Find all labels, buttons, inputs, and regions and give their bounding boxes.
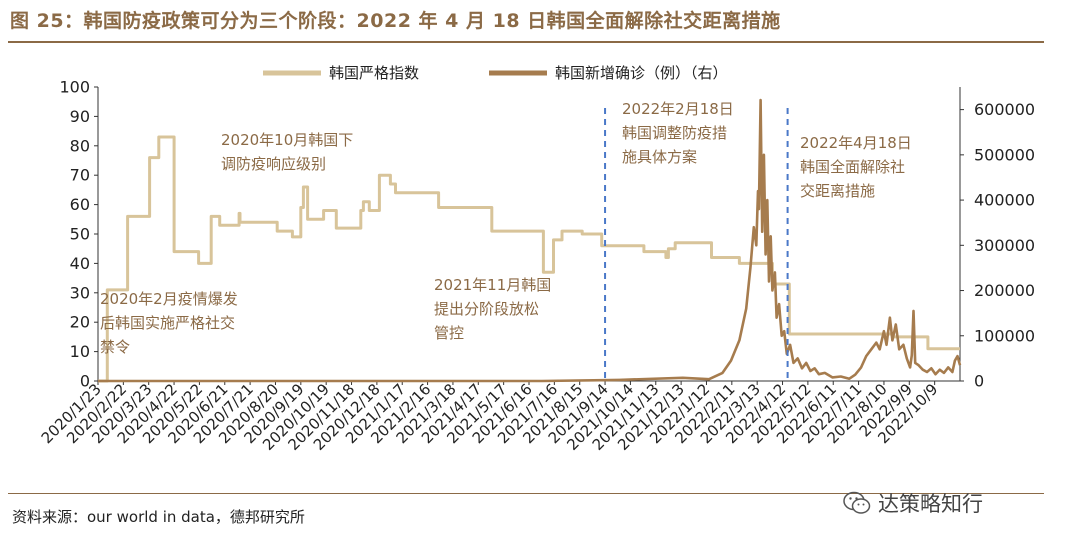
left-y-tick-label: 100 xyxy=(59,78,90,97)
series-line-1 xyxy=(98,135,960,383)
left-y-tick-label: 10 xyxy=(70,342,90,361)
annotation-line: 韩国全面解除社 xyxy=(800,158,905,176)
legend-label-2: 韩国新增确诊（例）（右） xyxy=(555,64,728,82)
series-lines xyxy=(98,98,962,383)
watermark-text: 达策略知行 xyxy=(878,492,983,516)
annotation-line: 2022年2月18日 xyxy=(622,100,734,118)
left-y-tick-label: 50 xyxy=(70,225,90,244)
series-line-2 xyxy=(98,98,962,383)
bottom-rule xyxy=(8,493,1044,494)
left-y-tick-label: 30 xyxy=(70,283,90,302)
annotation-line: 2020年10月韩国下 xyxy=(221,131,353,149)
right-y-tick-label: 600000 xyxy=(974,100,1035,119)
wechat-icon xyxy=(843,491,871,514)
left-y-tick-label: 0 xyxy=(80,372,90,391)
marker-lines xyxy=(604,108,789,381)
left-y-tick-label: 90 xyxy=(70,107,90,126)
right-y-tick-label: 300000 xyxy=(974,236,1035,255)
annotation-line: 2020年2月疫情爆发 xyxy=(100,290,238,308)
annotation-2: 2020年10月韩国下调防疫响应级别 xyxy=(221,131,353,173)
annotation-line: 管控 xyxy=(434,324,464,342)
wechat-watermark: 达策略知行 xyxy=(842,488,983,518)
right-y-tick-label: 400000 xyxy=(974,191,1035,210)
annotation-line: 2022年4月18日 xyxy=(800,134,912,152)
left-y-tick-label: 20 xyxy=(70,313,90,332)
annotation-line: 调防疫响应级别 xyxy=(221,155,326,173)
legend-label-1: 韩国严格指数 xyxy=(329,64,419,82)
right-y-tick-label: 100000 xyxy=(974,326,1035,345)
annotation-5: 2022年4月18日韩国全面解除社交距离措施 xyxy=(800,134,912,200)
legend: 韩国严格指数 韩国新增确诊（例）（右） xyxy=(263,64,728,82)
right-y-tick-label: 200000 xyxy=(974,281,1035,300)
annotation-4: 2022年2月18日韩国调整防疫措施具体方案 xyxy=(622,100,734,166)
right-y-tick-label: 0 xyxy=(974,372,984,391)
source-note: 资料来源：our world in data，德邦研究所 xyxy=(12,508,305,526)
annotation-line: 后韩国实施严格社交 xyxy=(100,314,235,332)
annotation-line: 2021年11月韩国 xyxy=(434,276,551,294)
right-y-axis-labels: 0 100000 200000 300000 400000 500000 600000 xyxy=(960,100,1035,391)
annotation-line: 施具体方案 xyxy=(622,148,697,166)
annotation-line: 提出分阶段放松 xyxy=(434,300,539,318)
annotation-line: 韩国调整防疫措 xyxy=(622,124,727,142)
left-y-axis-labels: 0 10 20 30 40 50 60 70 80 90 100 xyxy=(59,78,98,391)
left-y-tick-label: 60 xyxy=(70,195,90,214)
left-y-tick-label: 40 xyxy=(70,254,90,273)
annotations: 2020年2月疫情爆发后韩国实施严格社交禁令 2020年10月韩国下调防疫响应级别… xyxy=(100,100,912,356)
right-y-tick-label: 500000 xyxy=(974,145,1035,164)
figure-title: 图 25：韩国防疫政策可分为三个阶段：2022 年 4 月 18 日韩国全面解除… xyxy=(10,10,781,32)
x-axis-labels: 2020/1/232020/2/222020/3/232020/4/222020… xyxy=(38,380,942,454)
left-y-tick-label: 70 xyxy=(70,166,90,185)
annotation-line: 交距离措施 xyxy=(800,182,875,200)
left-y-tick-label: 80 xyxy=(70,136,90,155)
annotation-3: 2021年11月韩国提出分阶段放松管控 xyxy=(434,276,551,342)
top-rule xyxy=(8,41,1044,43)
annotation-line: 禁令 xyxy=(100,338,130,356)
annotation-1: 2020年2月疫情爆发后韩国实施严格社交禁令 xyxy=(100,290,238,356)
